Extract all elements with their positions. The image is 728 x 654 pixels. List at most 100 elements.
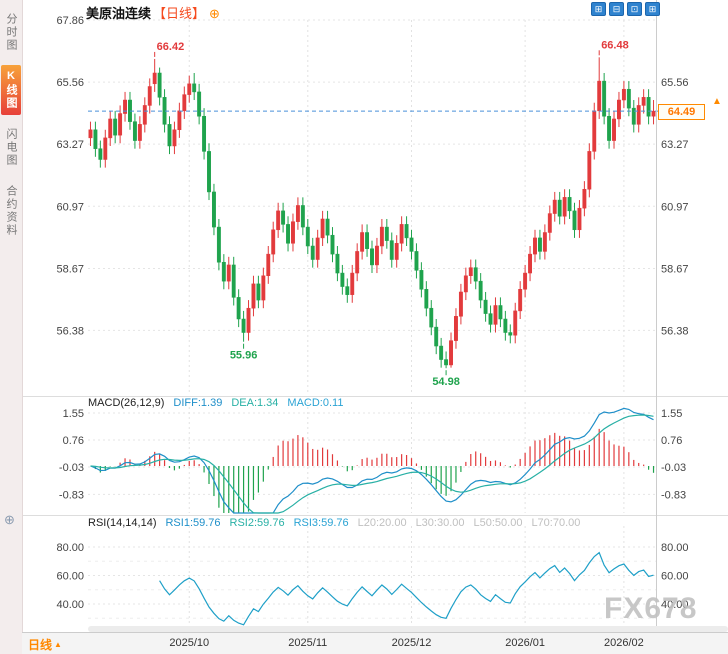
- rsi-axis-label: 60.00: [661, 571, 689, 583]
- candle-body: [449, 340, 453, 366]
- candle-body: [473, 267, 478, 282]
- candle-body: [503, 318, 508, 333]
- candle-body: [528, 253, 533, 274]
- candle-body: [463, 275, 468, 293]
- rsi-axis-label: 80.00: [661, 542, 689, 554]
- candle-body: [286, 224, 290, 244]
- sidebar-tab-contract-info[interactable]: 合约资料: [5, 185, 17, 237]
- candle-body: [256, 283, 261, 301]
- candle-body: [241, 318, 246, 333]
- candle-body: [236, 297, 241, 320]
- candle-body: [310, 245, 315, 260]
- candle-body: [468, 267, 473, 276]
- candle-body: [118, 113, 123, 136]
- candle-body: [646, 97, 651, 117]
- price-annotation: 54.98: [432, 376, 460, 388]
- candle-body: [409, 237, 414, 252]
- candle-body: [345, 286, 350, 295]
- macd-axis-label: 1.55: [63, 408, 84, 420]
- layout-grid-button[interactable]: ⊟: [609, 2, 624, 16]
- candle-body: [557, 199, 562, 217]
- candle-body: [187, 83, 192, 95]
- period-selector[interactable]: 日线 ▲: [28, 636, 62, 653]
- candle-body: [414, 251, 419, 271]
- h-scrollbar[interactable]: [88, 626, 728, 632]
- candle-body: [518, 289, 523, 312]
- y-axis-label: 67.86: [56, 15, 84, 27]
- candle-body: [483, 299, 488, 314]
- y-axis-label: 58.67: [56, 263, 84, 275]
- macd-axis-label: -0.83: [59, 489, 84, 501]
- candle-body: [330, 234, 335, 255]
- macd-header-title: MACD(26,12,9): [88, 397, 165, 409]
- candle-body: [167, 124, 172, 147]
- instrument-title: 美原油连续: [86, 6, 152, 21]
- candle-body: [617, 99, 621, 120]
- candle-body: [197, 91, 202, 117]
- x-axis-label: 2025/11: [288, 637, 328, 649]
- y-axis-label: 60.97: [56, 201, 84, 213]
- candle-body: [221, 261, 226, 282]
- layout-single-button[interactable]: ⊞: [591, 2, 606, 16]
- candle-body: [335, 253, 340, 274]
- candle-body: [419, 270, 424, 290]
- y-axis-label: 63.27: [56, 139, 84, 151]
- candle-body: [172, 129, 177, 147]
- candle-body: [216, 226, 221, 263]
- x-axis-label: 2026/01: [505, 637, 545, 649]
- rsi-header-value: RSI3:59.76: [293, 517, 349, 529]
- chart-header: 美原油连续 【日线】 ⊕: [86, 3, 220, 22]
- candle-body: [592, 110, 597, 152]
- candle-body: [508, 332, 513, 336]
- add-indicator-icon[interactable]: ⊕: [209, 6, 220, 21]
- candle-body: [261, 275, 266, 301]
- candle-body: [523, 272, 528, 290]
- layout-quad-button[interactable]: ⊞: [645, 2, 660, 16]
- panel-expand-icon[interactable]: ⊕: [4, 512, 15, 527]
- rsi-header-value: RSI2:59.76: [229, 517, 285, 529]
- candle-body: [626, 88, 631, 109]
- candle-body: [93, 129, 98, 149]
- candle-body: [98, 148, 103, 160]
- macd-header: MACD(26,12,9) DIFF:1.39 DEA:1.34 MACD:0.11: [88, 397, 654, 411]
- candle-body: [572, 210, 577, 231]
- macd-axis-label: 0.76: [63, 435, 84, 447]
- candle-body: [384, 226, 389, 241]
- candle-body: [404, 224, 409, 239]
- sidebar-tab-kline-chart[interactable]: K线图: [1, 65, 21, 115]
- candle-body: [636, 105, 641, 125]
- candle-body: [631, 107, 636, 125]
- candle-body: [488, 313, 493, 325]
- candle-body: [621, 88, 626, 101]
- rsi-axis-label: 40.00: [661, 599, 689, 611]
- rsi-header: RSI(14,14,14) RSI1:59.76 RSI2:59.76 RSI3:59…: [88, 517, 654, 531]
- candle-body: [365, 232, 370, 249]
- candle-body: [325, 218, 330, 236]
- price-annotation: 66.42: [157, 41, 185, 53]
- rsi-header-title: RSI(14,14,14): [88, 517, 157, 529]
- candle-body: [315, 237, 320, 260]
- sidebar-tab-lightning-chart[interactable]: 闪电图: [5, 128, 17, 167]
- candle-body: [211, 191, 216, 228]
- candle-body: [424, 289, 429, 309]
- sidebar-tab-time-chart[interactable]: 分时图: [5, 13, 17, 52]
- candle-body: [276, 210, 281, 231]
- candle-body: [350, 272, 355, 295]
- candle-body: [612, 118, 616, 141]
- rsi-header-value: L70:70.00: [531, 517, 581, 529]
- price-up-arrow-icon: ▲: [712, 96, 722, 107]
- macd-header-value: DEA:1.34: [231, 397, 279, 409]
- candle-body: [281, 210, 286, 225]
- macd-axis-label: -0.03: [661, 462, 686, 474]
- candle-body: [251, 283, 256, 309]
- layout-left-button[interactable]: ⊡: [627, 2, 642, 16]
- y-axis-label: 63.27: [661, 139, 689, 151]
- candle-body: [291, 221, 295, 244]
- candle-body: [389, 240, 394, 260]
- x-axis-label: 2026/02: [604, 637, 644, 649]
- candle-body: [182, 94, 187, 112]
- current-price-badge: 64.49: [658, 104, 705, 120]
- candle-body: [444, 359, 449, 366]
- candle-body: [641, 97, 646, 106]
